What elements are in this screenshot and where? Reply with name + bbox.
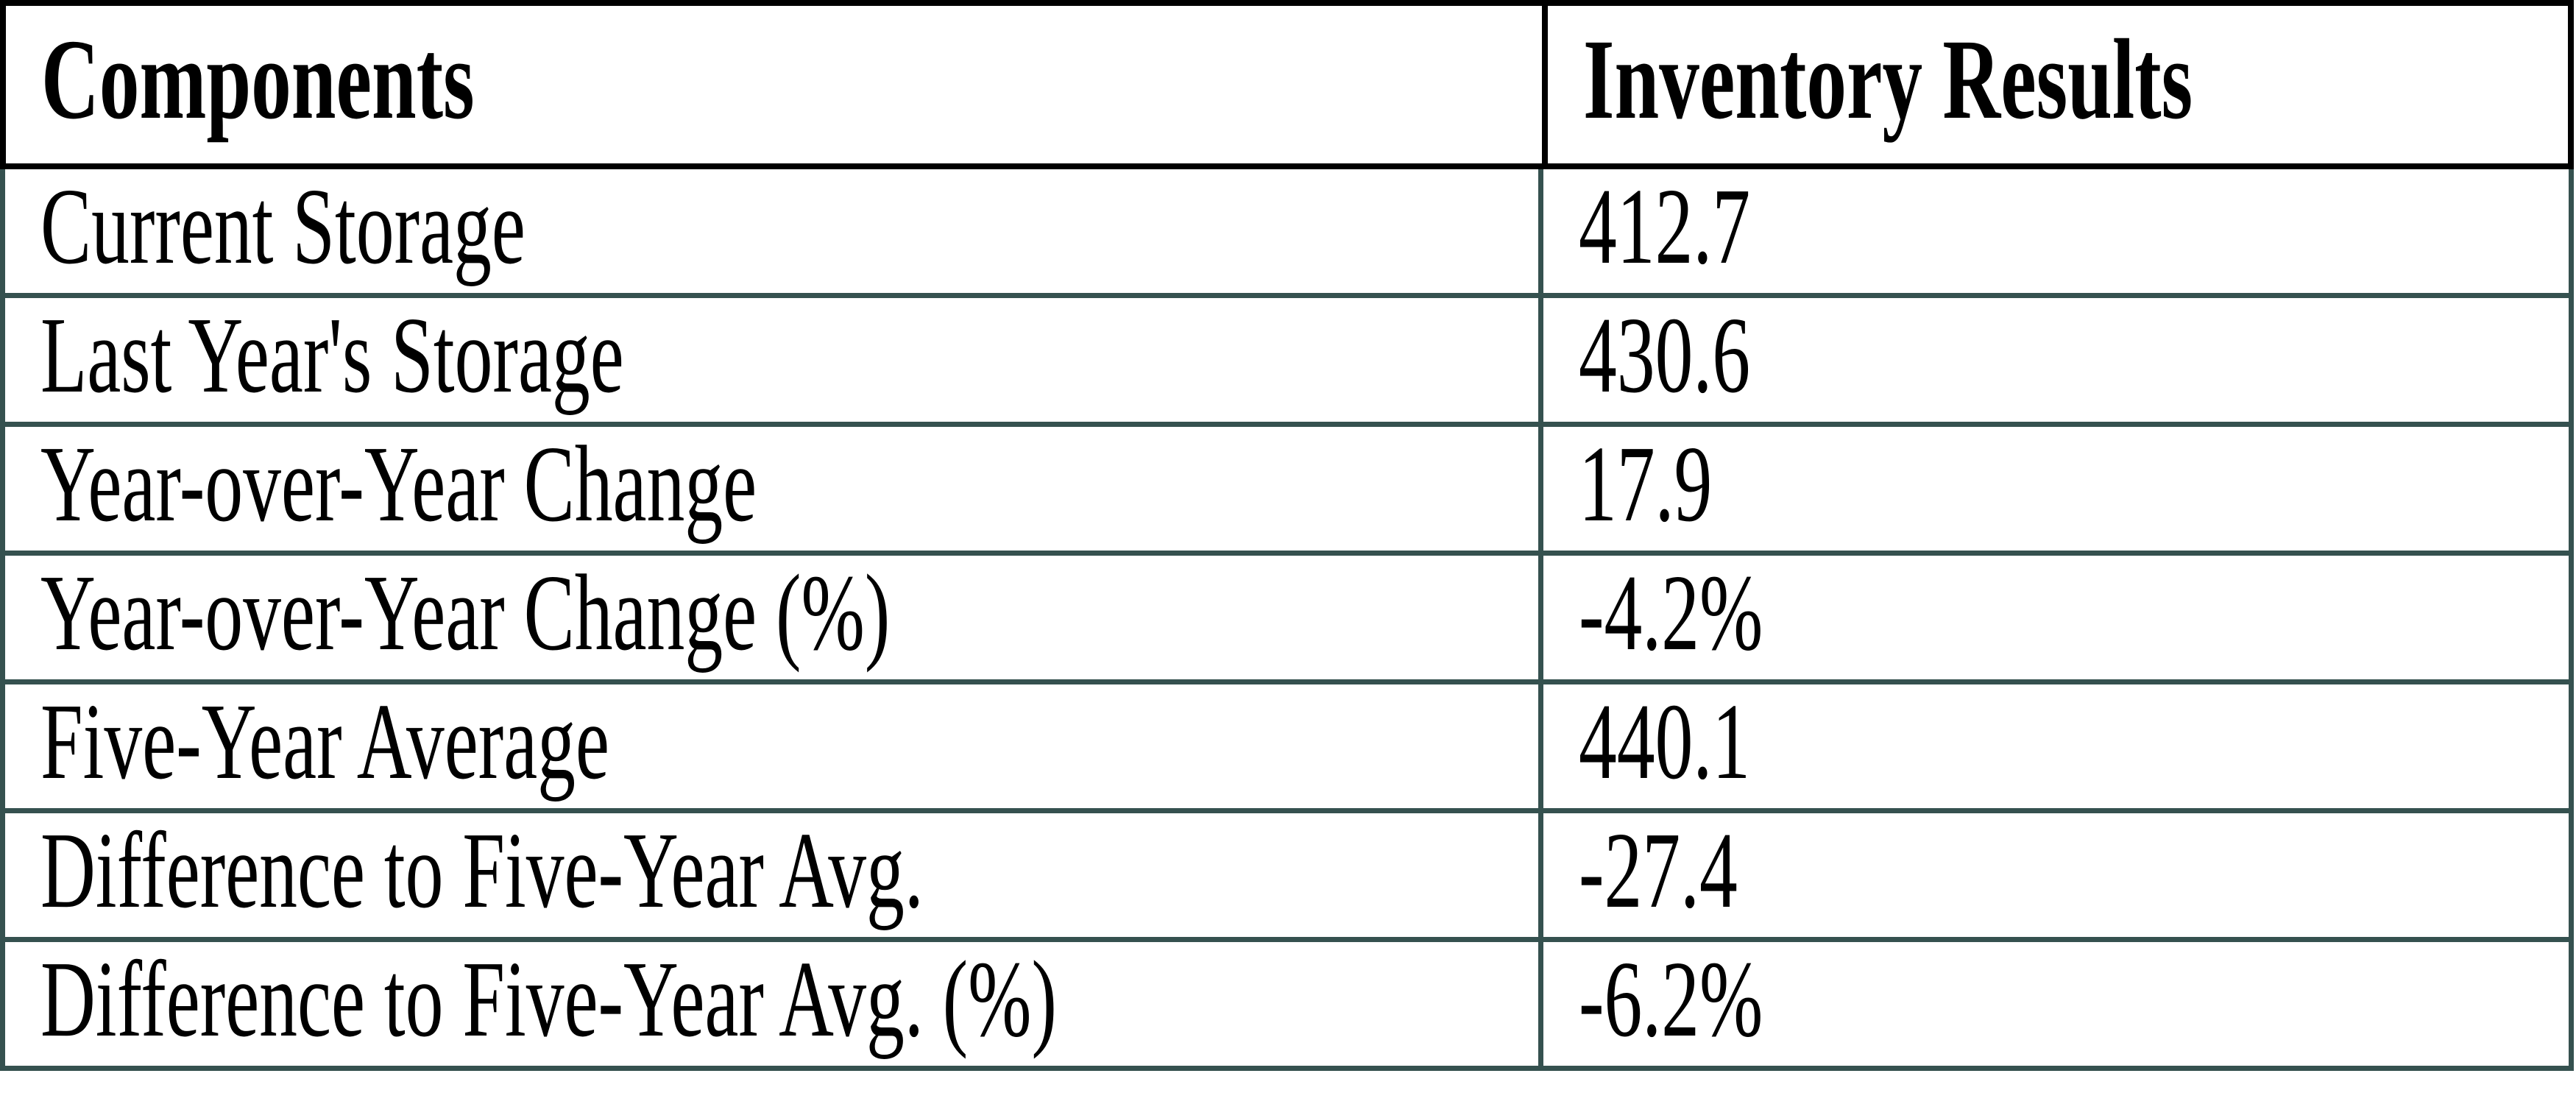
result-value: 440.1	[1579, 684, 1751, 802]
column-header-components-label: Components	[41, 15, 475, 143]
result-cell: 17.9	[1543, 427, 2569, 551]
table-body: Current Storage 412.7 Last Year's Storage 4…	[0, 169, 2574, 1071]
result-cell: -4.2%	[1543, 556, 2569, 679]
table-row: Current Storage 412.7	[5, 169, 2569, 293]
component-label: Difference to Five-Year Avg.	[40, 813, 924, 931]
result-cell: -6.2%	[1543, 942, 2569, 1066]
result-cell: 440.1	[1543, 684, 2569, 808]
table-row: Year-over-Year Change (%) -4.2%	[5, 551, 2569, 679]
component-cell: Year-over-Year Change	[5, 427, 1543, 551]
component-cell: Difference to Five-Year Avg. (%)	[5, 942, 1543, 1066]
result-value: -6.2%	[1579, 942, 1763, 1060]
inventory-table: Components Inventory Results Current Sto…	[0, 0, 2574, 1071]
component-label: Five-Year Average	[40, 684, 609, 802]
component-cell: Current Storage	[5, 169, 1543, 293]
column-header-inventory-results: Inventory Results	[1548, 6, 2568, 163]
component-cell: Last Year's Storage	[5, 298, 1543, 422]
table-row: Five-Year Average 440.1	[5, 679, 2569, 808]
component-label: Year-over-Year Change	[40, 427, 757, 545]
column-header-components: Components	[6, 6, 1548, 163]
result-cell: 430.6	[1543, 298, 2569, 422]
component-cell: Difference to Five-Year Avg.	[5, 813, 1543, 937]
column-header-inventory-results-label: Inventory Results	[1583, 15, 2193, 143]
result-value: -4.2%	[1579, 556, 1763, 673]
component-cell: Five-Year Average	[5, 684, 1543, 808]
result-value: 430.6	[1579, 298, 1751, 416]
result-cell: 412.7	[1543, 169, 2569, 293]
component-label: Year-over-Year Change (%)	[40, 556, 891, 673]
table-row: Difference to Five-Year Avg. (%) -6.2%	[5, 937, 2569, 1066]
component-cell: Year-over-Year Change (%)	[5, 556, 1543, 679]
table-row: Difference to Five-Year Avg. -27.4	[5, 808, 2569, 937]
table-header-row: Components Inventory Results	[0, 0, 2574, 169]
component-label: Last Year's Storage	[40, 298, 624, 416]
result-value: 412.7	[1579, 169, 1751, 287]
component-label: Difference to Five-Year Avg. (%)	[40, 942, 1057, 1060]
table-row: Last Year's Storage 430.6	[5, 293, 2569, 422]
component-label: Current Storage	[40, 169, 526, 287]
result-cell: -27.4	[1543, 813, 2569, 937]
result-value: -27.4	[1579, 813, 1738, 931]
table-row: Year-over-Year Change 17.9	[5, 422, 2569, 551]
result-value: 17.9	[1579, 427, 1713, 545]
